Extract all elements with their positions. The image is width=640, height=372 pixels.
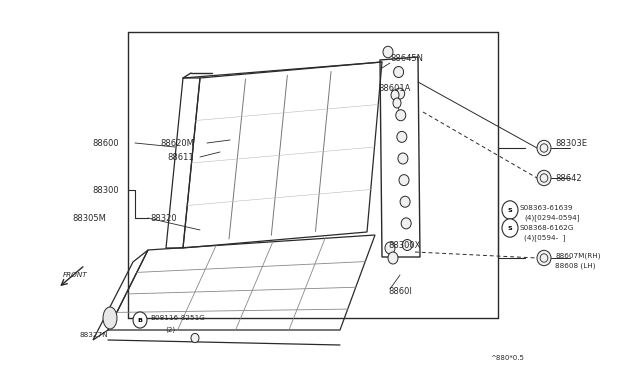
Ellipse shape [502,201,518,219]
Text: S08363-61639: S08363-61639 [520,205,573,211]
Ellipse shape [540,254,548,262]
Text: 88611: 88611 [167,153,194,161]
Text: S: S [508,225,513,231]
Text: (4)[0594-  ]: (4)[0594- ] [524,235,566,241]
Text: 88320: 88320 [150,214,177,222]
Ellipse shape [537,170,551,186]
Ellipse shape [191,333,199,343]
Ellipse shape [537,250,551,266]
Text: 88642: 88642 [555,173,582,183]
Text: 88601A: 88601A [378,83,410,93]
Ellipse shape [537,140,551,156]
Ellipse shape [383,46,393,58]
Text: 88305M: 88305M [72,214,106,222]
Text: 88607M(RH): 88607M(RH) [555,253,600,259]
Ellipse shape [396,110,406,121]
Text: ^880*0.5: ^880*0.5 [490,355,524,361]
Text: (4)[0294-0594]: (4)[0294-0594] [524,215,579,221]
Ellipse shape [393,98,401,108]
Ellipse shape [540,144,548,152]
Text: S: S [508,208,513,212]
Text: 88620M: 88620M [160,138,194,148]
Ellipse shape [395,88,404,99]
Text: ⟨2⟩: ⟨2⟩ [165,327,175,333]
Ellipse shape [403,240,412,250]
Ellipse shape [400,196,410,207]
Ellipse shape [399,174,409,186]
Text: 88300X: 88300X [388,241,420,250]
Text: 8860I: 8860I [388,288,412,296]
Text: 88327N: 88327N [80,332,109,338]
Text: B: B [138,317,143,323]
Ellipse shape [133,312,147,328]
Text: FRONT: FRONT [63,272,88,278]
Text: 88303E: 88303E [555,138,587,148]
Ellipse shape [103,307,117,329]
Text: S08368-6162G: S08368-6162G [520,225,575,231]
Ellipse shape [385,242,395,254]
Ellipse shape [394,67,404,77]
Ellipse shape [401,218,411,229]
Text: 88645N: 88645N [390,54,423,62]
Ellipse shape [391,90,399,100]
Ellipse shape [388,252,398,264]
Text: 88600: 88600 [92,138,118,148]
Text: 88608 (LH): 88608 (LH) [555,263,595,269]
Ellipse shape [398,153,408,164]
Text: B08116-8251G: B08116-8251G [150,315,205,321]
Ellipse shape [540,174,548,182]
Ellipse shape [502,219,518,237]
Ellipse shape [397,131,407,142]
Text: 88300: 88300 [92,186,118,195]
